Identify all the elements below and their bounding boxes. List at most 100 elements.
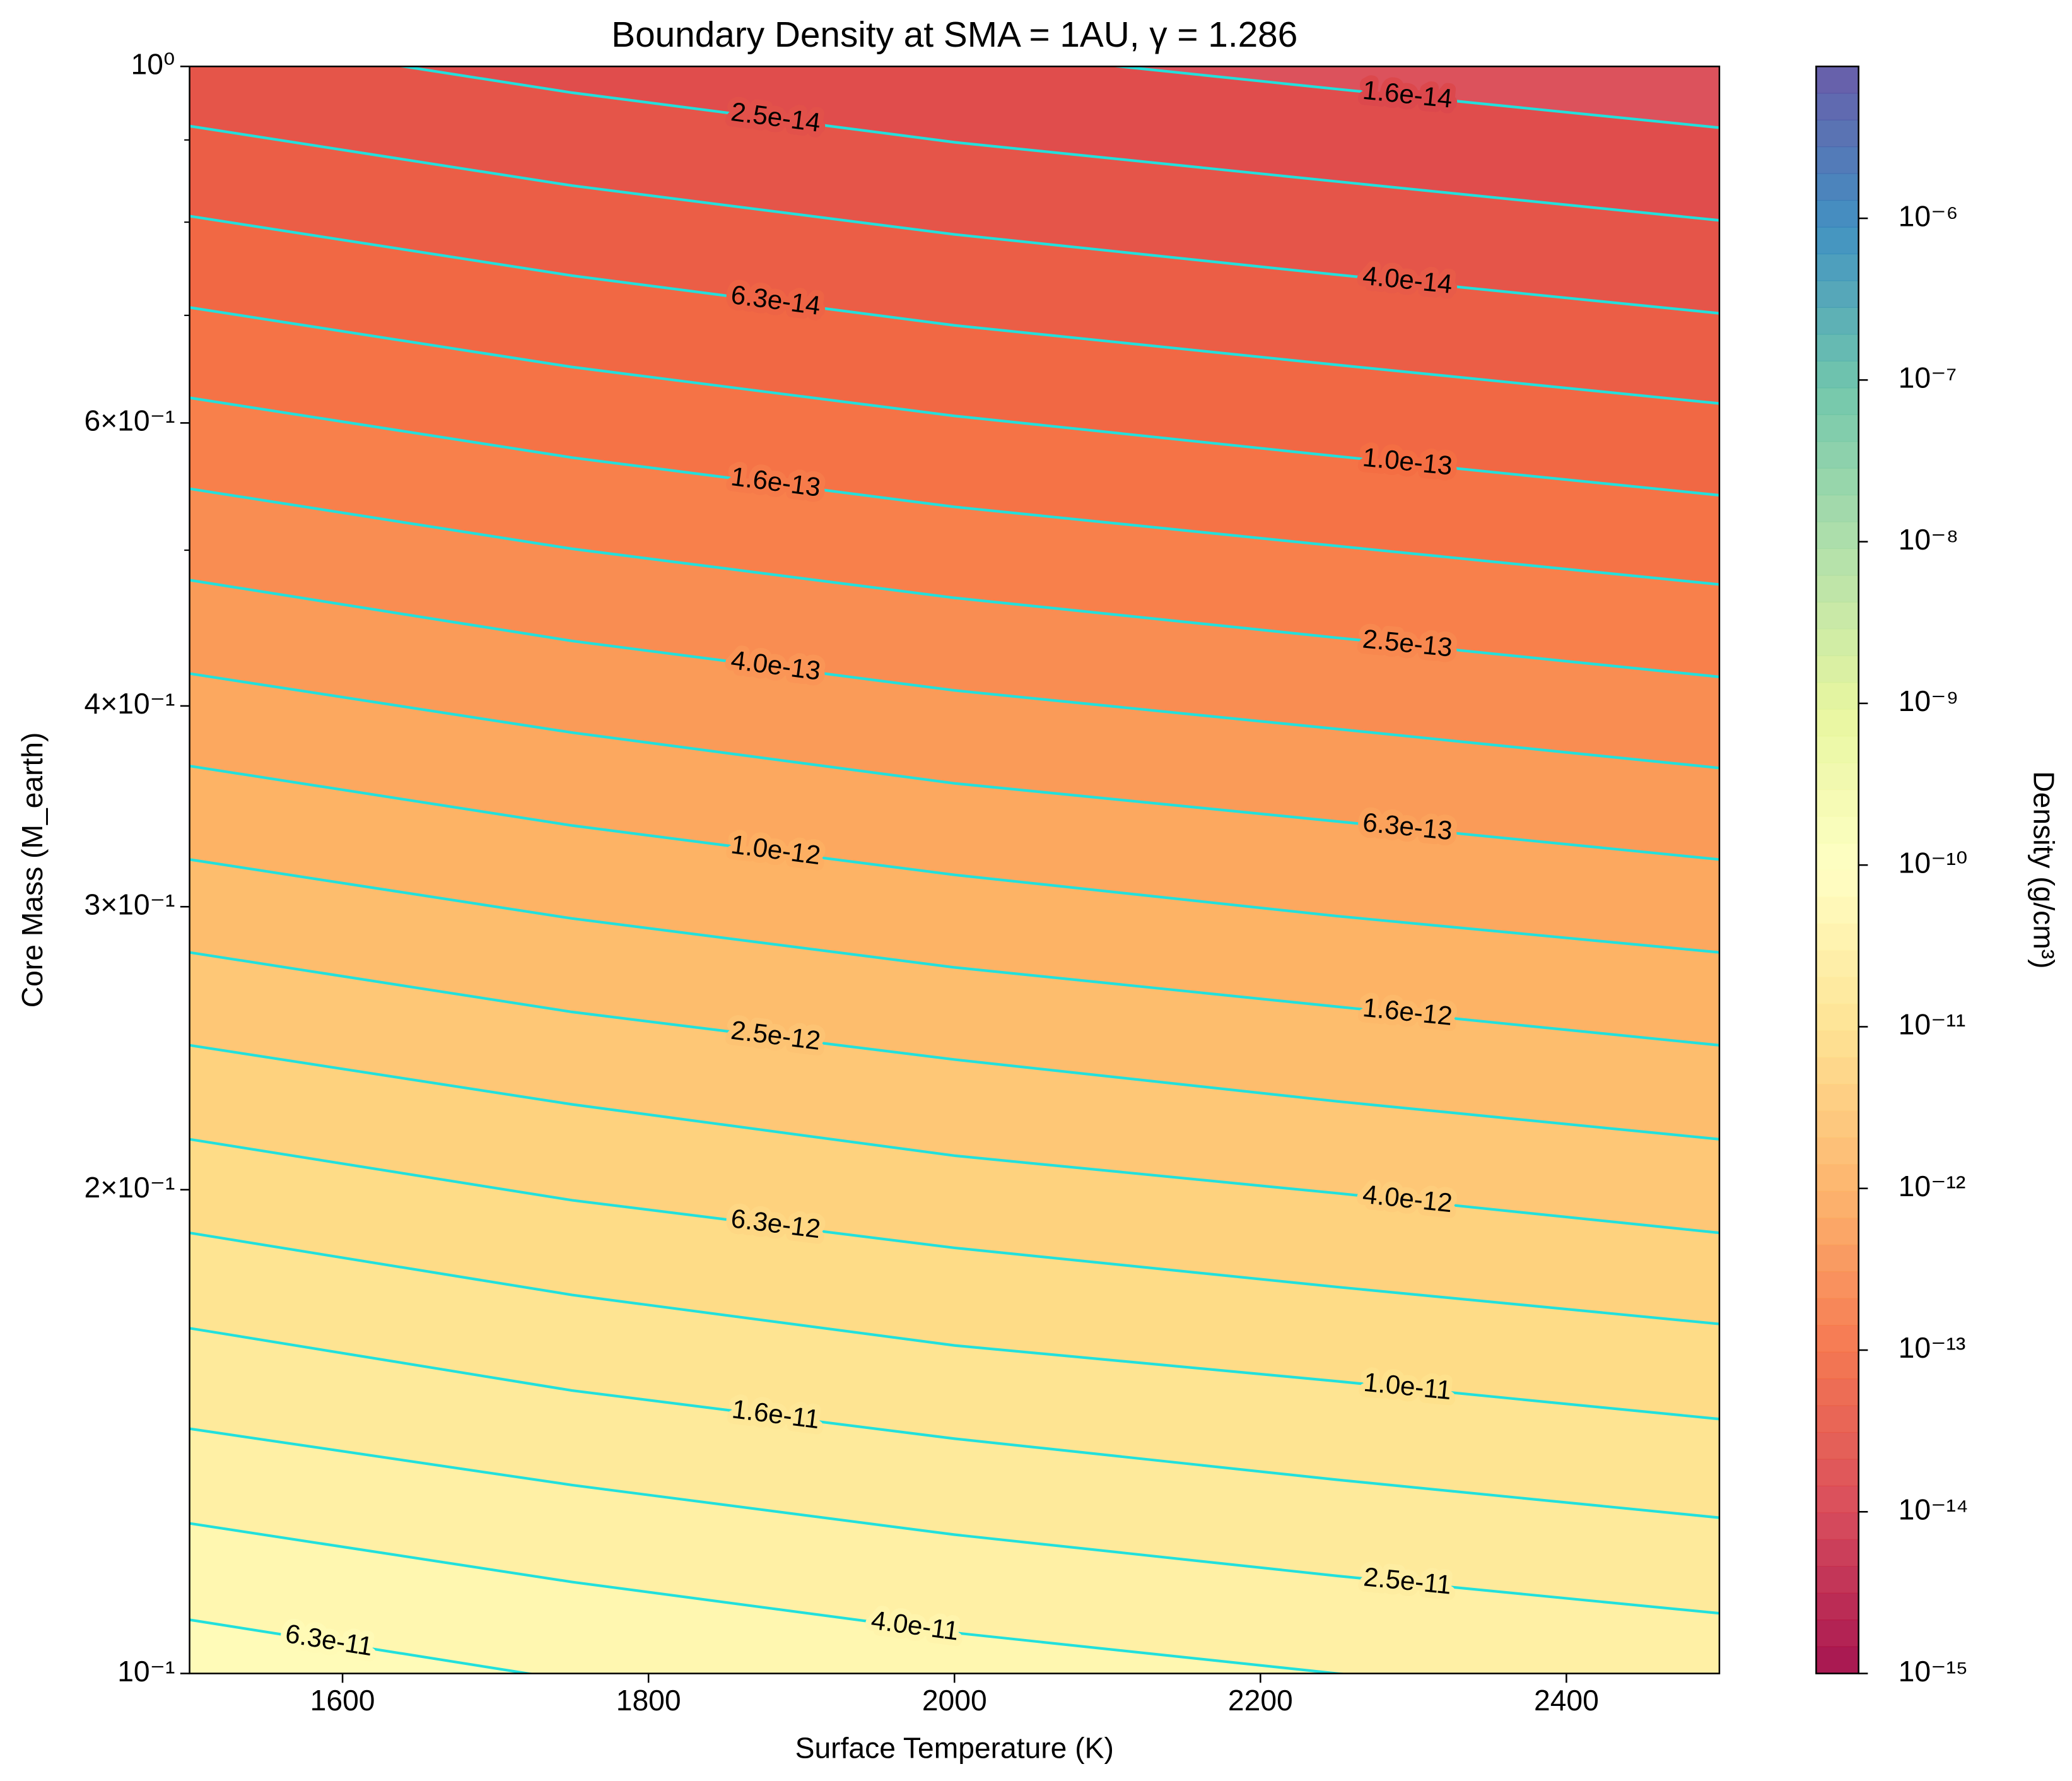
colorbar-swatch [1816, 628, 1859, 656]
contour-line [1106, 66, 1719, 129]
contour-line [189, 215, 1719, 405]
contour-line [189, 1231, 1719, 1421]
colorbar-tick-label: 10⁻¹⁴ [1899, 1493, 1969, 1526]
colorbar-swatch [1816, 1378, 1859, 1406]
x-axis-label: Surface Temperature (K) [795, 1732, 1114, 1765]
colorbar-swatch [1816, 1566, 1859, 1594]
colorbar-swatch [1816, 1512, 1859, 1540]
contour-line [189, 1618, 537, 1674]
y-tick-label: 10⁰ [131, 47, 175, 80]
x-tick-label: 1600 [310, 1684, 375, 1717]
colorbar-swatch [1816, 494, 1859, 522]
contour-lines [189, 66, 1719, 1674]
filled-contours [189, 66, 1719, 1674]
colorbar-swatch [1816, 869, 1859, 898]
colorbar-swatch [1816, 1619, 1859, 1647]
colorbar-swatch [1816, 1298, 1859, 1326]
colorbar-swatch [1816, 1110, 1859, 1139]
axes: 1600 1800 2000 2200 2400 10⁻¹ 2×10⁻¹ 3×10⁻¹ 4×10… [85, 47, 1969, 1717]
colorbar-tick-label: 10⁻¹³ [1899, 1331, 1966, 1364]
x-tick-label: 2200 [1228, 1684, 1293, 1717]
colorbar-swatch [1816, 816, 1859, 844]
x-tick-label: 2000 [922, 1684, 987, 1717]
colorbar-swatch [1816, 307, 1859, 335]
colorbar-swatch [1816, 708, 1859, 737]
x-tick-label: 1800 [616, 1684, 681, 1717]
contour-line [395, 66, 1719, 222]
colorbar-tick-label: 10⁻¹⁵ [1899, 1655, 1968, 1688]
colorbar-tick-label: 10⁻¹¹ [1899, 1008, 1966, 1041]
colorbar-frame [1815, 66, 1859, 1674]
colorbar-swatch [1816, 923, 1859, 951]
contour-line [189, 579, 1719, 770]
colorbar-swatch [1816, 441, 1859, 469]
contour-line [189, 306, 1719, 497]
y-tick-label: 6×10⁻¹ [85, 404, 175, 437]
colorbar-swatch [1816, 1485, 1859, 1514]
colorbar-swatch [1816, 1218, 1859, 1245]
contour-band [189, 1523, 1337, 1674]
colorbar-swatch [1816, 1003, 1859, 1032]
y-axis-label: Core Mass (M_earth) [16, 732, 49, 1008]
colorbar-swatch [1816, 1271, 1859, 1299]
y-tick-label: 4×10⁻¹ [85, 687, 175, 720]
colorbar-swatch [1816, 1244, 1859, 1273]
colorbar-swatch [1816, 521, 1859, 550]
colorbar-swatch [1816, 1190, 1859, 1219]
colorbar-swatch [1816, 146, 1859, 174]
colorbar-tick-label: 10⁻⁸ [1899, 523, 1958, 556]
colorbar-swatch [1816, 1164, 1859, 1192]
colorbar-swatch [1816, 66, 1859, 94]
y-tick-label: 2×10⁻¹ [85, 1171, 175, 1204]
colorbar-swatch [1816, 119, 1859, 148]
colorbar-swatch [1816, 226, 1859, 255]
y-tick-label: 10⁻¹ [117, 1655, 175, 1688]
colorbar-swatch [1816, 1325, 1859, 1353]
colorbar-swatch [1816, 1137, 1859, 1165]
colorbar-swatch [1816, 548, 1859, 576]
colorbar-swatch [1816, 736, 1859, 763]
colorbar-swatch [1816, 1405, 1859, 1433]
colorbar-swatch [1816, 762, 1859, 791]
colorbar-swatch [1816, 334, 1859, 361]
colorbar-swatch [1816, 1351, 1859, 1380]
colorbar-swatch [1816, 1539, 1859, 1567]
colorbar-swatch [1816, 360, 1859, 389]
contour-line [189, 672, 1719, 861]
colorbar-swatch [1816, 414, 1859, 442]
colorbar-tick-label: 10⁻¹⁰ [1899, 846, 1968, 879]
colorbar-swatch [1816, 1459, 1859, 1487]
colorbar-label: Density (g/cm³) [2027, 771, 2060, 968]
colorbar-swatch [1816, 253, 1859, 281]
colorbar-swatch [1816, 575, 1859, 603]
colorbar-swatch [1816, 1431, 1859, 1460]
contour-line [189, 396, 1719, 586]
colorbar-swatch [1816, 1083, 1859, 1112]
colorbar-swatch [1816, 842, 1859, 871]
colorbar-swatch [1816, 173, 1859, 201]
colorbar-swatch [1816, 93, 1859, 120]
contour-line [189, 1522, 1351, 1674]
contour-line [189, 951, 1719, 1141]
contour-line [189, 1327, 1719, 1519]
colorbar-swatch [1816, 387, 1859, 415]
x-tick-label: 2400 [1534, 1684, 1599, 1717]
colorbar-swatch [1816, 199, 1859, 228]
contour-line [189, 1427, 1719, 1615]
colorbar-swatch [1816, 280, 1859, 309]
colorbar-swatch [1816, 896, 1859, 924]
y-tick-label: 3×10⁻¹ [85, 888, 175, 920]
colorbar-swatch [1816, 1057, 1859, 1085]
colorbar-swatch [1816, 949, 1859, 978]
chart-title: Boundary Density at SMA = 1AU, γ = 1.286 [611, 15, 1297, 55]
colorbar-swatch [1816, 1030, 1859, 1058]
contour-line [189, 1137, 1719, 1325]
colorbar-swatch [1816, 655, 1859, 683]
colorbar-swatch [1816, 1592, 1859, 1621]
colorbar-tick-label: 10⁻⁹ [1899, 685, 1959, 717]
colorbar-swatch [1816, 601, 1859, 630]
contour-line [189, 487, 1719, 679]
colorbar-swatch [1816, 1646, 1859, 1674]
